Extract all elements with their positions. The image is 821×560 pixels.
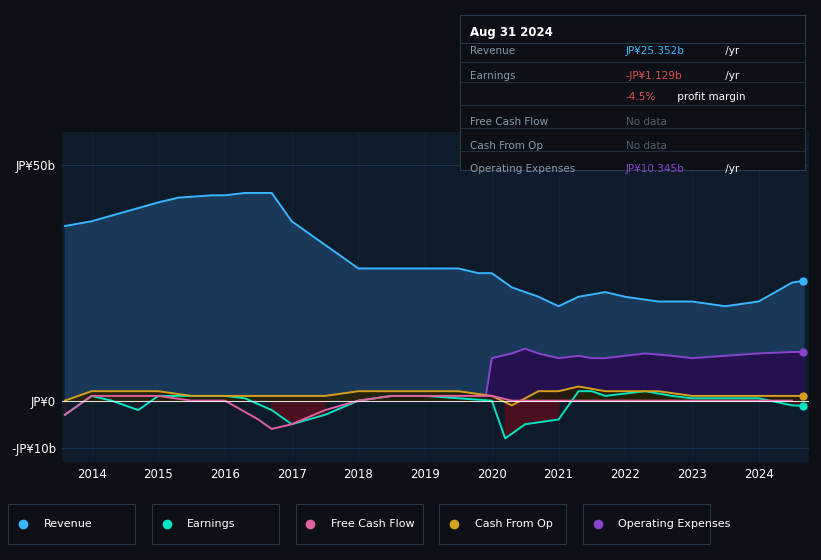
Text: -JP¥1.129b: -JP¥1.129b (626, 71, 682, 81)
Text: Free Cash Flow: Free Cash Flow (470, 117, 548, 127)
Text: Cash From Op: Cash From Op (470, 141, 544, 151)
Text: Free Cash Flow: Free Cash Flow (331, 519, 415, 529)
Text: No data: No data (626, 117, 667, 127)
Text: Revenue: Revenue (470, 46, 516, 56)
Text: Operating Expenses: Operating Expenses (618, 519, 731, 529)
Text: Operating Expenses: Operating Expenses (470, 164, 576, 174)
Text: JP¥10.345b: JP¥10.345b (626, 164, 685, 174)
Text: profit margin: profit margin (674, 92, 745, 102)
Text: JP¥25.352b: JP¥25.352b (626, 46, 685, 56)
Text: Cash From Op: Cash From Op (475, 519, 553, 529)
Text: /yr: /yr (722, 46, 740, 56)
Text: No data: No data (626, 141, 667, 151)
Text: Earnings: Earnings (470, 71, 516, 81)
Text: /yr: /yr (722, 164, 740, 174)
Text: Earnings: Earnings (187, 519, 236, 529)
Text: -4.5%: -4.5% (626, 92, 656, 102)
Text: /yr: /yr (722, 71, 740, 81)
Text: Revenue: Revenue (44, 519, 92, 529)
Text: Aug 31 2024: Aug 31 2024 (470, 26, 553, 39)
